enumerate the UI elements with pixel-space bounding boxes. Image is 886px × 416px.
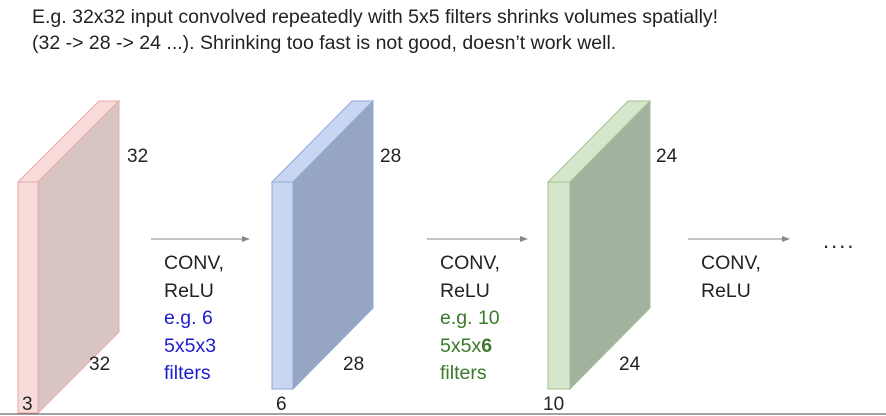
- volume-2-front: [271, 181, 294, 390]
- volume-2: [270, 99, 375, 391]
- volume-3-height-label: 24: [656, 146, 678, 167]
- op-2-line-1: CONV,: [440, 252, 500, 274]
- op-2-line-4: 5x5x6: [440, 333, 500, 361]
- volume-1-width-label: 32: [89, 354, 111, 375]
- ellipsis: ....: [823, 228, 856, 253]
- op-1-label: CONV, ReLU e.g. 6 5x5x3 filters: [164, 250, 224, 388]
- volume-1: [16, 99, 121, 415]
- caption-line-1: E.g. 32x32 input convolved repeatedly wi…: [32, 6, 719, 28]
- volume-3-depth-label: 10: [543, 394, 565, 415]
- op-3-label: CONV, ReLU: [701, 250, 761, 305]
- volume-1-height-label: 32: [127, 146, 149, 167]
- volume-3-side: [569, 99, 651, 391]
- caption-line-2: (32 -> 28 -> 24 ...). Shrinking too fast…: [32, 32, 617, 54]
- volume-1-depth-label: 3: [22, 394, 33, 415]
- op-3-line-1: CONV,: [701, 252, 761, 274]
- op-2-label: CONV, ReLU e.g. 10 5x5x6 filters: [440, 250, 500, 388]
- op-2-line-4-prefix: 5x5x: [440, 334, 482, 357]
- volume-2-height-label: 28: [380, 146, 402, 167]
- op-1-line-4: 5x5x3: [164, 334, 217, 357]
- op-1-line-3: e.g. 6: [164, 307, 213, 329]
- caption: E.g. 32x32 input convolved repeatedly wi…: [32, 4, 718, 56]
- volume-3: [546, 99, 652, 391]
- op-2-line-2: ReLU: [440, 279, 490, 302]
- op-3-line-2: ReLU: [701, 279, 751, 302]
- op-1-line-1: CONV,: [164, 252, 224, 274]
- op-1-line-2: ReLU: [164, 279, 214, 302]
- volume-2-width-label: 28: [343, 354, 365, 375]
- op-1-line-5: filters: [164, 362, 211, 384]
- volume-2-depth-label: 6: [276, 394, 287, 415]
- volume-3-width-label: 24: [619, 354, 641, 375]
- op-2-line-3: e.g. 10: [440, 307, 500, 329]
- op-2-line-5: filters: [440, 362, 487, 384]
- volume-1-front: [17, 181, 39, 414]
- volume-3-front: [547, 181, 571, 390]
- op-2-line-4-bold: 6: [481, 334, 493, 357]
- volume-2-side: [292, 99, 374, 391]
